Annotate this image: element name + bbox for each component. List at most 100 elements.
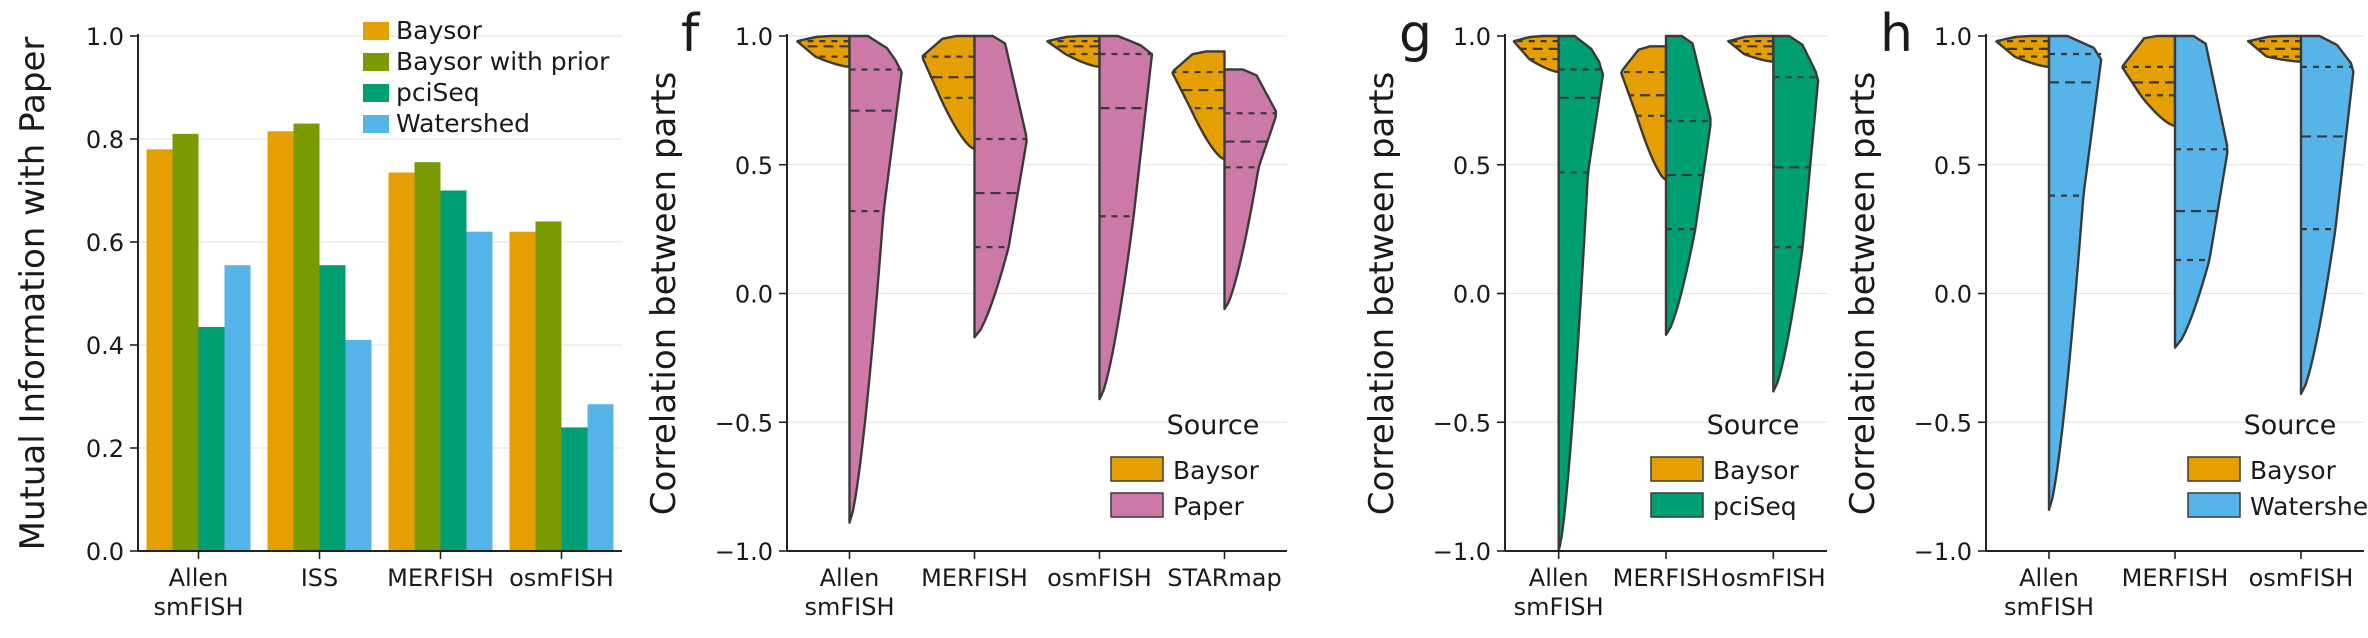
x-tick-label: smFISH: [804, 593, 894, 621]
x-tick-label: smFISH: [153, 593, 243, 621]
legend-label: Baysor: [396, 16, 483, 45]
bar: [172, 133, 199, 551]
legend-swatch: [2187, 456, 2241, 482]
bar: [440, 190, 467, 551]
bar: [224, 265, 251, 551]
bar: [198, 326, 225, 551]
x-tick-label: smFISH: [2004, 593, 2094, 621]
legend-label: Baysor: [2250, 456, 2337, 485]
bar: [414, 162, 441, 552]
violin-half-pciseq: [1664, 34, 1712, 336]
violin-half-pciseq: [1772, 34, 1820, 393]
y-tick-label: 1.0: [86, 23, 124, 51]
y-tick-label: 0.5: [735, 152, 773, 180]
legend-label: Baysor: [1173, 456, 1260, 485]
violin-half-paper: [1223, 68, 1278, 311]
y-tick-label: 0.0: [735, 281, 773, 309]
y-tick-label: −0.5: [1914, 409, 1972, 437]
x-tick-label: ISS: [301, 564, 339, 592]
y-tick-label: 0.4: [86, 332, 124, 360]
violin-half-baysor: [2121, 34, 2177, 128]
y-axis-label: Correlation between parts: [1843, 72, 1883, 516]
bar: [509, 231, 536, 551]
x-tick-label: MERFISH: [921, 564, 1028, 592]
x-tick-label: MERFISH: [2122, 564, 2229, 592]
y-axis-label: Correlation between parts: [1362, 72, 1402, 516]
bar: [535, 221, 562, 551]
violin-half-baysor: [1171, 50, 1226, 161]
y-tick-label: 1.0: [735, 23, 773, 51]
violin-half-paper: [848, 34, 903, 524]
legend-swatch: [363, 22, 389, 40]
y-tick-label: −1.0: [715, 538, 773, 566]
violin-half-baysor: [1620, 45, 1668, 182]
y-tick-label: 0.2: [86, 435, 124, 463]
y-tick-label: 0.0: [86, 538, 124, 566]
legend-label: Watershed: [396, 109, 530, 138]
violin-half-baysor: [1727, 34, 1775, 63]
x-tick-label: osmFISH: [1047, 564, 1152, 592]
y-tick-label: 0.5: [1453, 152, 1491, 180]
violin-half-baysor: [2246, 34, 2303, 63]
x-tick-label: osmFISH: [1721, 564, 1826, 592]
x-tick-label: Allen: [1529, 564, 1589, 592]
bar: [345, 339, 372, 551]
y-axis-label: Correlation between parts: [644, 72, 684, 516]
y-tick-label: −0.5: [715, 409, 773, 437]
y-tick-label: 0.6: [86, 229, 124, 257]
legend-label: Paper: [1173, 492, 1245, 521]
legend-swatch: [363, 53, 389, 71]
legend-swatch: [1110, 456, 1164, 482]
y-tick-label: −1.0: [1433, 538, 1491, 566]
violin-half-watershed: [2299, 34, 2355, 396]
violin-half-paper: [1098, 34, 1154, 401]
bar: [267, 131, 294, 551]
legend-label: pciSeq: [1713, 492, 1797, 521]
y-tick-label: −1.0: [1914, 538, 1972, 566]
violin-half-watershed: [2173, 34, 2229, 349]
legend-swatch: [1110, 492, 1164, 518]
bar: [146, 149, 173, 552]
y-tick-label: 0.0: [1453, 281, 1491, 309]
x-tick-label: MERFISH: [387, 564, 494, 592]
y-tick-label: 0.5: [1934, 152, 1972, 180]
x-tick-label: Allen: [820, 564, 880, 592]
y-axis-label: Mutual Information with Paper: [13, 37, 53, 551]
legend-title: Source: [1167, 410, 1260, 441]
violin-half-watershed: [2047, 34, 2103, 511]
bar: [561, 427, 588, 551]
x-tick-label: osmFISH: [2249, 564, 2354, 592]
legend-label: pciSeq: [396, 78, 480, 107]
legend-swatch: [1650, 456, 1704, 482]
bar: [587, 404, 614, 551]
panel-label: h: [1880, 4, 1913, 64]
bar: [319, 265, 346, 551]
legend-title: Source: [2244, 410, 2337, 441]
y-tick-label: 0.8: [86, 126, 124, 154]
legend-label: Watershed: [2250, 492, 2368, 521]
bar: [388, 172, 415, 551]
violin-half-pciseq: [1557, 34, 1605, 553]
legend-swatch: [363, 84, 389, 102]
violin-half-paper: [973, 34, 1028, 339]
legend-label: Baysor with prior: [396, 47, 610, 76]
legend-swatch: [363, 115, 389, 133]
x-tick-label: osmFISH: [509, 564, 614, 592]
y-tick-label: 0.0: [1934, 281, 1972, 309]
violin-half-baysor: [1512, 34, 1560, 74]
x-tick-label: smFISH: [1514, 593, 1604, 621]
y-tick-label: 1.0: [1453, 23, 1491, 51]
x-tick-label: Allen: [2019, 564, 2079, 592]
x-tick-label: MERFISH: [1613, 564, 1720, 592]
violin-half-baysor: [921, 34, 976, 151]
legend-label: Baysor: [1713, 456, 1800, 485]
legend-swatch: [1650, 492, 1704, 518]
x-tick-label: Allen: [169, 564, 229, 592]
y-tick-label: 1.0: [1934, 23, 1972, 51]
y-tick-label: −0.5: [1433, 409, 1491, 437]
